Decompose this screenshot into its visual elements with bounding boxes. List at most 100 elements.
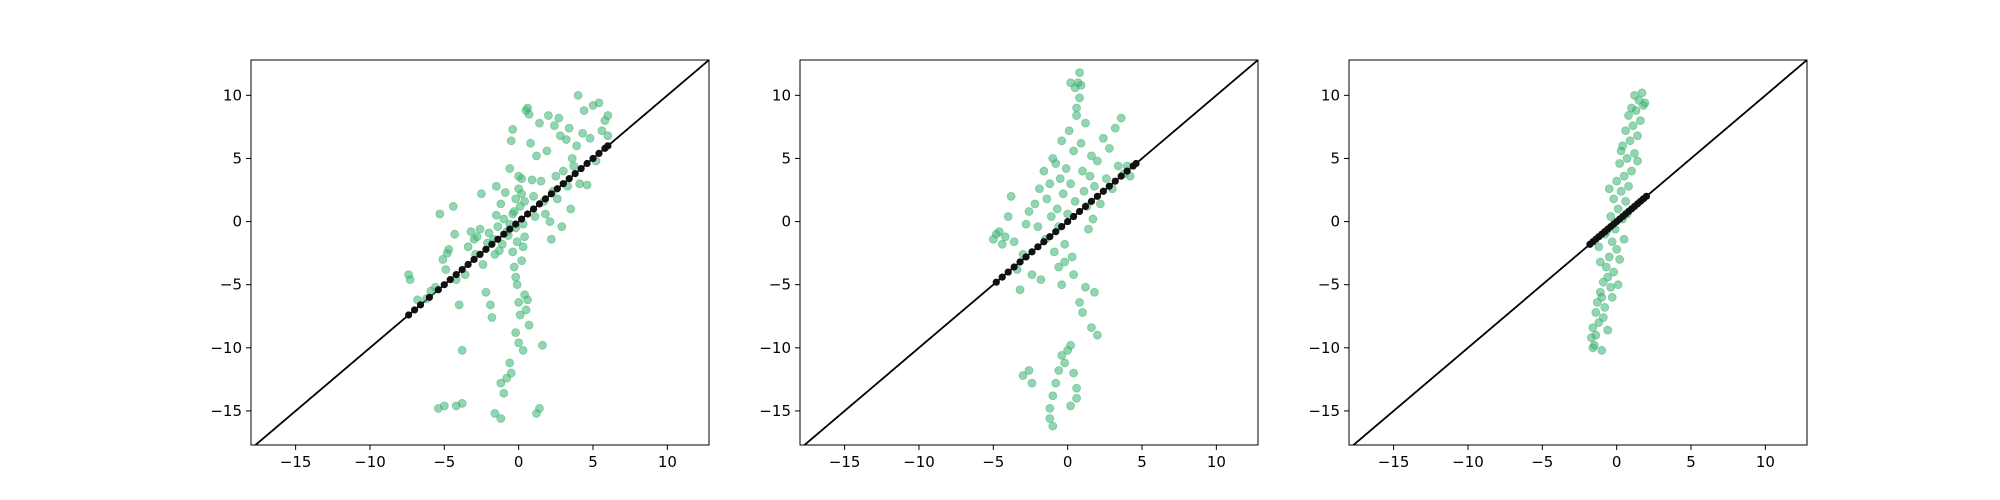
- x-tick-label: 10: [658, 453, 677, 471]
- y-tick-label: −10: [1308, 339, 1340, 357]
- scatter-point: [1093, 330, 1102, 340]
- diagonal-point: [1058, 223, 1066, 231]
- scatter-point: [1000, 232, 1010, 242]
- x-tick-label: 5: [1137, 453, 1147, 471]
- scatter-point: [1024, 366, 1034, 375]
- diagonal-point: [416, 301, 425, 309]
- scatter-point: [572, 141, 582, 151]
- scatter-point: [1630, 90, 1639, 100]
- y-tick-label: 5: [232, 149, 242, 167]
- scatter-point: [597, 126, 607, 136]
- scatter-point: [535, 118, 544, 128]
- scatter-point: [585, 133, 595, 143]
- scatter-point: [535, 403, 544, 413]
- x-tick-label: −5: [1531, 453, 1553, 471]
- scatter-point: [1070, 196, 1080, 206]
- diagonal-point: [529, 205, 538, 213]
- diagonal-point: [405, 311, 413, 319]
- y-tick-label: −15: [759, 402, 791, 420]
- scatter-point: [1588, 343, 1598, 353]
- scatter-point: [457, 398, 467, 408]
- scatter-point: [1640, 98, 1650, 108]
- scatter-point: [523, 295, 532, 305]
- scatter-point: [1110, 123, 1120, 133]
- scatter-point: [529, 191, 538, 201]
- diagonal-point: [452, 270, 460, 279]
- diagonal-point: [571, 170, 579, 178]
- scatter-point: [541, 209, 550, 219]
- scatter-point: [1622, 154, 1632, 163]
- diagonal-point: [1075, 207, 1084, 216]
- scatter-point: [435, 209, 445, 219]
- diagonal-point: [604, 142, 612, 150]
- diagonal-line: [1352, 60, 1807, 445]
- scatter-point: [594, 98, 604, 108]
- scatter-point: [1069, 368, 1079, 378]
- scatter-point: [1600, 303, 1610, 312]
- scatter-point: [1595, 257, 1605, 267]
- x-tick-label: −10: [903, 453, 935, 471]
- diagonal-point: [1016, 258, 1024, 266]
- scatter-point: [514, 297, 524, 307]
- scatter-point: [558, 166, 568, 176]
- scatter-point: [1061, 164, 1071, 173]
- scatter-point: [573, 90, 583, 100]
- scatter-point: [1113, 161, 1123, 171]
- scatter-point: [1633, 131, 1642, 141]
- scatter-point: [545, 217, 555, 226]
- scatter-point: [512, 237, 522, 247]
- scatter-point: [518, 345, 528, 355]
- scatter-point: [1603, 272, 1613, 282]
- scatter-point: [511, 272, 521, 282]
- scatter-point: [557, 222, 567, 232]
- scatter-point: [1627, 166, 1636, 176]
- scatter-point: [496, 378, 506, 388]
- scatter-point: [439, 401, 449, 411]
- scatter-point: [1619, 171, 1629, 181]
- scatter-point: [1064, 126, 1074, 136]
- y-tick-label: −15: [210, 402, 242, 420]
- axes-frame: [1348, 59, 1808, 446]
- scatter-point: [1087, 151, 1096, 161]
- scatter-point: [463, 242, 473, 252]
- plot-area: [1352, 60, 1807, 445]
- x-tick-label: −15: [280, 453, 312, 471]
- diagonal-point: [488, 240, 496, 248]
- diagonal-point: [589, 154, 597, 163]
- scatter-point: [544, 111, 553, 120]
- x-tick-label: −5: [433, 453, 455, 471]
- diagonal-point: [494, 235, 502, 243]
- scatter-point: [511, 194, 521, 204]
- diagonal-point: [500, 230, 508, 238]
- scatter-point: [1609, 267, 1619, 277]
- scatter-point: [505, 164, 515, 173]
- scatter-point: [1072, 111, 1081, 120]
- scatter-point: [1058, 189, 1068, 199]
- scatter-point: [481, 287, 491, 297]
- scatter-point: [514, 338, 524, 348]
- diagonal-point: [1070, 212, 1078, 221]
- scatter-point: [486, 300, 495, 310]
- diagonal-point: [410, 306, 419, 314]
- scatter-point: [603, 111, 613, 120]
- scatter-point: [579, 106, 589, 115]
- scatter-point: [1075, 297, 1084, 307]
- scatter-point: [1015, 285, 1025, 295]
- scatter-point: [1027, 270, 1037, 279]
- diagonal-point: [1052, 228, 1060, 236]
- scatter-point: [1081, 282, 1090, 292]
- scatter-point: [551, 171, 561, 181]
- scatter-point: [1612, 176, 1622, 186]
- diagonal-point: [476, 250, 484, 258]
- scatter-point: [508, 247, 518, 257]
- diagonal-point: [565, 175, 573, 183]
- scatter-point: [1054, 366, 1064, 375]
- scatter-point: [1046, 212, 1056, 221]
- scatter-point: [1606, 212, 1616, 221]
- scatter-point: [526, 138, 535, 148]
- scatter-point: [997, 239, 1007, 249]
- scatter-point: [578, 128, 588, 138]
- diagonal-point: [434, 286, 442, 294]
- scatter-point: [1101, 174, 1111, 184]
- y-tick-label: 0: [781, 213, 791, 231]
